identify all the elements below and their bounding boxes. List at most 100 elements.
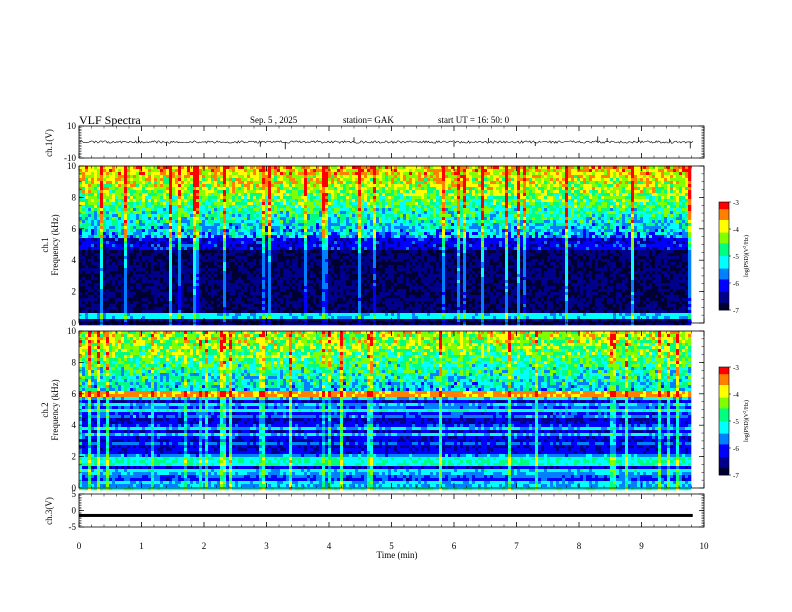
spectrogram-cell [193, 169, 196, 172]
spectrogram-cell [328, 214, 331, 217]
spectrogram-cell [298, 205, 301, 208]
spectrogram-cell [238, 238, 241, 241]
spectrogram-cell [220, 235, 223, 238]
spectrogram-cell [220, 241, 223, 244]
spectrogram-cell [358, 268, 361, 271]
spectrogram-cell [187, 205, 190, 208]
spectrogram-cell [88, 268, 91, 271]
spectrogram-cell [334, 250, 337, 253]
spectrogram-cell [217, 256, 220, 259]
spectrogram-cell [112, 166, 115, 169]
spectrogram-cell [268, 199, 271, 202]
spectrogram-cell [271, 262, 274, 265]
spectrogram-cell [319, 208, 322, 211]
spectrogram-cell [205, 268, 208, 271]
spectrogram-cell [334, 235, 337, 238]
spectrogram-cell [301, 316, 304, 319]
spectrogram-cell [202, 178, 205, 181]
spectrogram-cell [94, 202, 97, 205]
spectrogram-cell [124, 271, 127, 274]
spectrogram-cell [208, 250, 211, 253]
spectrogram-cell [250, 286, 253, 289]
spectrogram-cell [88, 244, 91, 247]
spectrogram-cell [289, 262, 292, 265]
spectrogram-cell [145, 265, 148, 268]
spectrogram-cell [316, 265, 319, 268]
spectrogram-cell [139, 280, 142, 283]
spectrogram-cell [202, 256, 205, 259]
spectrogram-cell [136, 316, 139, 319]
spectrogram-cell [190, 307, 193, 310]
spectrogram-cell [247, 178, 250, 181]
spectrogram-cell [328, 253, 331, 256]
spectrogram-cell [295, 238, 298, 241]
spectrogram-cell [316, 304, 319, 307]
spectrogram-cell [346, 181, 349, 184]
spectrogram-cell [334, 286, 337, 289]
spectrogram-cell [301, 238, 304, 241]
spectrogram-cell [166, 295, 169, 298]
spectrogram-cell [319, 256, 322, 259]
spectrogram-cell [271, 304, 274, 307]
spectrogram-cell [115, 208, 118, 211]
spectrogram-cell [274, 280, 277, 283]
spectrogram-cell [316, 268, 319, 271]
spectrogram-cell [190, 277, 193, 280]
spectrogram-cell [112, 313, 115, 316]
spectrogram-cell [340, 178, 343, 181]
spectrogram-cell [346, 301, 349, 304]
spectrogram-cell [211, 172, 214, 175]
spectrogram-cell [322, 172, 325, 175]
spectrogram-cell [259, 271, 262, 274]
spectrogram-cell [112, 277, 115, 280]
spectrogram-cell [277, 304, 280, 307]
spectrogram-cell [322, 199, 325, 202]
spectrogram-cell [157, 241, 160, 244]
spectrogram-cell [178, 166, 181, 169]
spectrogram-cell [157, 244, 160, 247]
spectrogram-cell [280, 250, 283, 253]
spectrogram-cell [316, 313, 319, 316]
spectrogram-cell [262, 256, 265, 259]
spectrogram-cell [265, 307, 268, 310]
spectrogram-cell [235, 295, 238, 298]
spectrogram-cell [325, 235, 328, 238]
spectrogram-cell [286, 256, 289, 259]
spectrogram-cell [259, 205, 262, 208]
spectrogram-cell [88, 286, 91, 289]
spectrogram-cell [316, 316, 319, 319]
spectrogram-cell [238, 229, 241, 232]
spectrogram-cell [310, 226, 313, 229]
spectrogram-cell [262, 274, 265, 277]
spectrogram-cell [193, 322, 196, 325]
spectrogram-cell [316, 193, 319, 196]
spectrogram-cell [328, 283, 331, 286]
spectrogram-cell [322, 292, 325, 295]
spectrogram-cell [199, 295, 202, 298]
spectrogram-cell [247, 292, 250, 295]
spectrogram-cell [250, 238, 253, 241]
spectrogram-cell [85, 301, 88, 304]
spectrogram-cell [265, 295, 268, 298]
spectrogram-cell [118, 301, 121, 304]
spectrogram-cell [283, 214, 286, 217]
spectrogram-cell [124, 262, 127, 265]
spectrogram-cell [145, 202, 148, 205]
spectrogram-cell [274, 196, 277, 199]
spectrogram-cell [85, 238, 88, 241]
spectrogram-cell [97, 232, 100, 235]
spectrogram-cell [295, 244, 298, 247]
spectrogram-cell [154, 223, 157, 226]
spectrogram-cell [277, 169, 280, 172]
spectrogram-cell [244, 217, 247, 220]
spectrogram-cell [271, 193, 274, 196]
spectrogram-cell [157, 205, 160, 208]
spectrogram-cell [91, 247, 94, 250]
spectrogram-cell [229, 262, 232, 265]
spectrogram-cell [289, 187, 292, 190]
spectrogram-cell [145, 229, 148, 232]
spectrogram-cell [310, 169, 313, 172]
spectrogram-cell [166, 307, 169, 310]
spectrogram-cell [352, 250, 355, 253]
spectrogram-cell [130, 280, 133, 283]
